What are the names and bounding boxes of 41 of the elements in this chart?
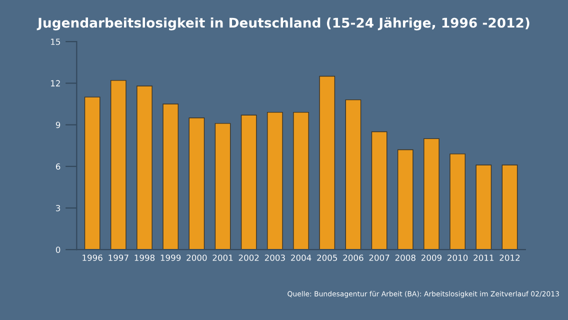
x-tick-label: 2005 — [317, 254, 338, 261]
bar — [110, 80, 126, 250]
chart-title: Jugendarbeitslosigkeit in Deutschland (15-24 Jährige, 1996 -2012) — [36, 17, 530, 30]
x-tick-label: 2006 — [343, 254, 364, 261]
bar — [450, 154, 466, 250]
x-tick-label: 2003 — [264, 254, 285, 261]
x-tick-label: 2004 — [291, 254, 312, 261]
x-tick-label: 2009 — [421, 254, 442, 261]
x-tick-label: 1997 — [108, 254, 128, 261]
y-tick-label: 15 — [51, 38, 60, 45]
bar — [136, 86, 152, 250]
bar — [84, 96, 100, 250]
x-tick-label: 2000 — [186, 254, 207, 261]
bar — [214, 123, 231, 250]
y-tick-label: 12 — [51, 80, 60, 86]
x-tick-label: 1996 — [82, 254, 102, 261]
bar — [188, 118, 205, 250]
bar — [502, 164, 518, 250]
bar — [267, 112, 283, 250]
bar — [424, 138, 440, 250]
y-tick-label: 0 — [56, 246, 60, 253]
x-tick-label: 1998 — [134, 254, 155, 261]
bar — [345, 99, 362, 250]
x-tick-label: 2012 — [500, 254, 520, 261]
bar — [240, 114, 257, 250]
x-tick-label: 2010 — [448, 254, 468, 261]
bar — [476, 164, 492, 250]
x-tick-label: 1999 — [160, 254, 181, 261]
bar — [371, 131, 388, 250]
x-tick-label: 2008 — [395, 254, 416, 261]
bar — [319, 76, 336, 250]
x-tick-label: 2001 — [212, 254, 233, 261]
x-tick-label: 2011 — [474, 254, 494, 261]
y-tick-label: 9 — [56, 122, 60, 128]
bar — [397, 149, 414, 250]
y-tick-label: 3 — [56, 204, 60, 212]
x-tick-label: 2007 — [369, 254, 390, 261]
y-tick-label: 6 — [56, 163, 60, 170]
bar — [162, 104, 179, 250]
x-tick-label: 2002 — [238, 254, 259, 261]
bar — [293, 112, 309, 250]
